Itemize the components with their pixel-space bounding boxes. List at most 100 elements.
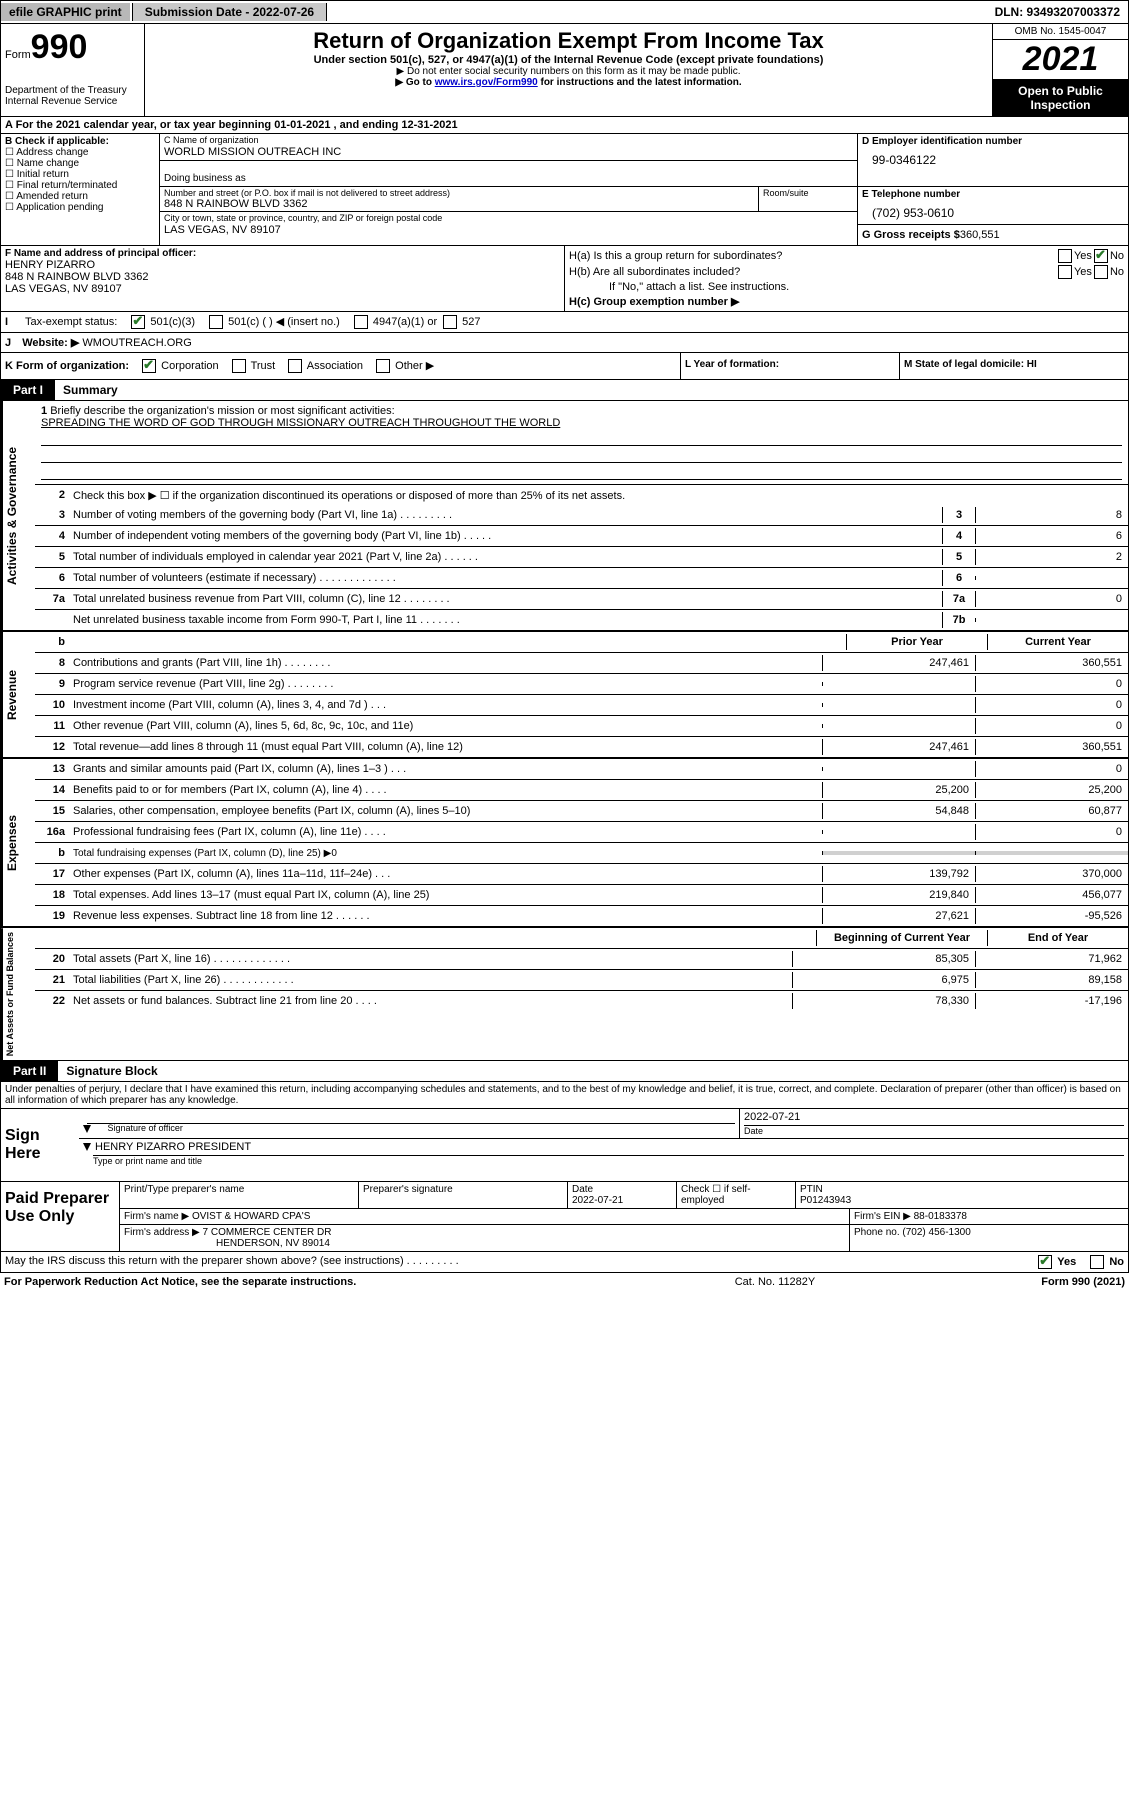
form-prefix: Form	[5, 49, 31, 61]
signer-name-row: HENRY PIZARRO PRESIDENT Type or print na…	[79, 1139, 1128, 1168]
discuss-no[interactable]: No	[1088, 1255, 1124, 1269]
k-assoc[interactable]: Association	[286, 360, 363, 372]
summary-row: 16aProfessional fundraising fees (Part I…	[35, 822, 1128, 843]
prep-ptin: PTINP01243943	[796, 1182, 1128, 1208]
ein-value: 99-0346122	[858, 149, 1128, 171]
vlabel-rev: Revenue	[1, 632, 35, 757]
cat-no: Cat. No. 11282Y	[625, 1276, 925, 1288]
summary-row: 5Total number of individuals employed in…	[35, 547, 1128, 568]
summary-row: 6Total number of volunteers (estimate if…	[35, 568, 1128, 589]
i-501c[interactable]: 501(c) ( ) ◀ (insert no.)	[207, 315, 340, 329]
form-number: 990	[31, 28, 88, 66]
hc-label: H(c) Group exemption number ▶	[569, 295, 1124, 308]
officer-name: HENRY PIZARRO	[5, 259, 560, 271]
ha-yes[interactable]: Yes	[1056, 249, 1092, 263]
prep-sig-hdr: Preparer's signature	[359, 1182, 568, 1208]
efile-label[interactable]: efile GRAPHIC print	[1, 3, 130, 21]
signature-declaration: Under penalties of perjury, I declare th…	[0, 1082, 1129, 1109]
b-opt-4[interactable]: ☐ Amended return	[5, 191, 155, 202]
firm-address: Firm's address ▶ 7 COMMERCE CENTER DR HE…	[120, 1225, 850, 1251]
hb-yes[interactable]: Yes	[1056, 265, 1092, 279]
col-c: C Name of organization WORLD MISSION OUT…	[160, 134, 1128, 245]
firm-ein: Firm's EIN ▶ 88-0183378	[850, 1209, 1128, 1224]
k-trust[interactable]: Trust	[230, 360, 276, 372]
header-right: OMB No. 1545-0047 2021 Open to Public In…	[992, 24, 1128, 116]
summary-row: 4Number of independent voting members of…	[35, 526, 1128, 547]
part-1-num: Part I	[1, 380, 55, 400]
k-other[interactable]: Other ▶	[374, 360, 434, 372]
summary-row: 12Total revenue—add lines 8 through 11 (…	[35, 737, 1128, 757]
c-name-label: C Name of organization	[160, 134, 857, 146]
rev-col-headers: b Prior Year Current Year	[35, 632, 1128, 653]
col-d: D Employer identification number 99-0346…	[858, 134, 1128, 186]
sign-here-label: Sign Here	[1, 1109, 79, 1181]
summary-row: 10Investment income (Part VIII, column (…	[35, 695, 1128, 716]
paid-preparer-block: Paid Preparer Use Only Print/Type prepar…	[0, 1182, 1129, 1252]
b-opt-5[interactable]: ☐ Application pending	[5, 202, 155, 213]
b-opt-1[interactable]: ☐ Name change	[5, 158, 155, 169]
city-label: City or town, state or province, country…	[160, 211, 857, 224]
mission-block: 1 Briefly describe the organization's mi…	[35, 401, 1128, 485]
sign-date: 2022-07-21 Date	[740, 1109, 1128, 1138]
city-value: LAS VEGAS, NV 89107	[160, 224, 857, 240]
f-label: F Name and address of principal officer:	[5, 248, 196, 259]
summary-row: Net unrelated business taxable income fr…	[35, 610, 1128, 630]
i-4947[interactable]: 4947(a)(1) or	[352, 315, 437, 329]
dept-2: Internal Revenue Service	[5, 96, 140, 107]
c-address-block: Number and street (or P.O. box if mail i…	[160, 187, 858, 245]
summary-row: 21Total liabilities (Part X, line 26) . …	[35, 970, 1128, 991]
dba-label: Doing business as	[160, 160, 857, 186]
summary-row: 8Contributions and grants (Part VIII, li…	[35, 653, 1128, 674]
discuss-yes[interactable]: Yes	[1036, 1255, 1076, 1269]
col-b: B Check if applicable: ☐ Address change …	[1, 134, 160, 245]
irs-link[interactable]: www.irs.gov/Form990	[435, 77, 538, 88]
addr-label: Number and street (or P.O. box if mail i…	[164, 188, 754, 198]
summary-row: 19Revenue less expenses. Subtract line 1…	[35, 906, 1128, 926]
paperwork-notice: For Paperwork Reduction Act Notice, see …	[4, 1276, 625, 1288]
b-opt-2[interactable]: ☐ Initial return	[5, 169, 155, 180]
part-1-title: Summary	[55, 380, 126, 400]
i-label: Tax-exempt status:	[25, 316, 117, 328]
block-i: I Tax-exempt status: 501(c)(3) 501(c) ( …	[0, 312, 1129, 333]
net-assets-section: Net Assets or Fund Balances Beginning of…	[0, 926, 1129, 1061]
firm-phone: Phone no. (702) 456-1300	[850, 1225, 1128, 1251]
na-col-headers: Beginning of Current Year End of Year	[35, 928, 1128, 949]
col-f: F Name and address of principal officer:…	[1, 246, 565, 311]
i-501c3[interactable]: 501(c)(3)	[129, 315, 195, 329]
b-opt-3[interactable]: ☐ Final return/terminated	[5, 180, 155, 191]
header-line-1: ▶ Do not enter social security numbers o…	[151, 66, 986, 77]
b-header: B Check if applicable:	[5, 136, 155, 147]
addr-value: 848 N RAINBOW BLVD 3362	[164, 198, 754, 210]
prep-date: Date2022-07-21	[568, 1182, 677, 1208]
summary-row: 22Net assets or fund balances. Subtract …	[35, 991, 1128, 1011]
ha-label: H(a) Is this a group return for subordin…	[569, 250, 1056, 262]
org-name: WORLD MISSION OUTREACH INC	[160, 146, 857, 160]
block-k-l-m: K Form of organization: Corporation Trus…	[0, 353, 1129, 380]
part-1-header: Part I Summary	[0, 380, 1129, 401]
paid-preparer-label: Paid Preparer Use Only	[1, 1182, 120, 1251]
block-b-c-d-e: B Check if applicable: ☐ Address change …	[0, 134, 1129, 246]
vlabel-exp: Expenses	[1, 759, 35, 926]
summary-row: 18Total expenses. Add lines 13–17 (must …	[35, 885, 1128, 906]
summary-row: 17Other expenses (Part IX, column (A), l…	[35, 864, 1128, 885]
part-2-num: Part II	[1, 1061, 58, 1081]
signature-field[interactable]: Signature of officer	[79, 1109, 740, 1138]
col-e: E Telephone number (702) 953-0610 G Gros…	[858, 187, 1128, 245]
k-corp[interactable]: Corporation	[140, 360, 219, 372]
room-label: Room/suite	[759, 187, 857, 211]
j-label: Website: ▶	[22, 337, 79, 349]
c-name-block: C Name of organization WORLD MISSION OUT…	[160, 134, 858, 186]
b-opt-0[interactable]: ☐ Address change	[5, 147, 155, 158]
prep-self-emp[interactable]: Check ☐ if self-employed	[677, 1182, 796, 1208]
submission-date-button[interactable]: Submission Date - 2022-07-26	[132, 3, 327, 21]
phone-value: (702) 953-0610	[858, 202, 1128, 224]
bottom-row: For Paperwork Reduction Act Notice, see …	[0, 1273, 1129, 1291]
i-527[interactable]: 527	[441, 315, 480, 329]
hb-no[interactable]: No	[1092, 265, 1124, 279]
ha-no[interactable]: No	[1092, 249, 1124, 263]
summary-row: 7aTotal unrelated business revenue from …	[35, 589, 1128, 610]
summary-row: 11Other revenue (Part VIII, column (A), …	[35, 716, 1128, 737]
summary-row: bTotal fundraising expenses (Part IX, co…	[35, 843, 1128, 864]
gross-receipts: G Gross receipts $360,551	[858, 224, 1128, 245]
form-ref: Form 990 (2021)	[925, 1276, 1125, 1288]
